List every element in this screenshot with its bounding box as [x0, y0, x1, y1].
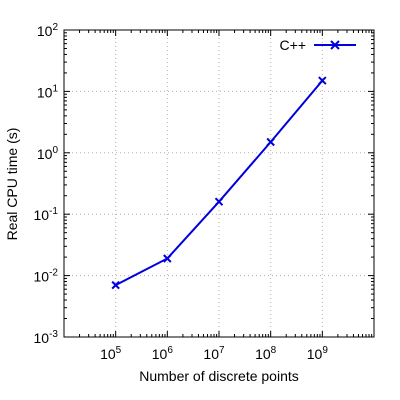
legend-label: C++	[280, 37, 306, 53]
x-axis-label: Number of discrete points	[139, 368, 299, 384]
data-point	[318, 76, 327, 85]
data-point	[266, 137, 275, 147]
y-tick-label: 102	[37, 22, 59, 39]
x-tick-label: 106	[152, 345, 174, 362]
y-tick-label: 10-3	[34, 329, 59, 346]
y-axis-label: Real CPU time (s)	[4, 128, 20, 241]
data-point	[163, 254, 172, 263]
legend-marker	[330, 40, 340, 50]
x-tick-label: 107	[203, 345, 225, 362]
y-tick-label: 100	[37, 145, 59, 162]
y-tick-label: 10-1	[34, 206, 59, 223]
axis-ticks: 105 106 107 108 109 10-3 10-2 10-1 100 101 102	[34, 22, 374, 362]
x-tick-label: 108	[255, 345, 277, 362]
y-tick-label: 10-2	[34, 268, 59, 285]
series-layer	[111, 76, 327, 290]
grid	[64, 30, 374, 337]
data-point	[111, 280, 120, 290]
legend: C++	[280, 37, 356, 53]
x-tick-label: 109	[307, 345, 329, 362]
data-point	[214, 197, 224, 206]
y-tick-label: 101	[37, 83, 59, 100]
x-tick-label: 105	[100, 345, 122, 362]
